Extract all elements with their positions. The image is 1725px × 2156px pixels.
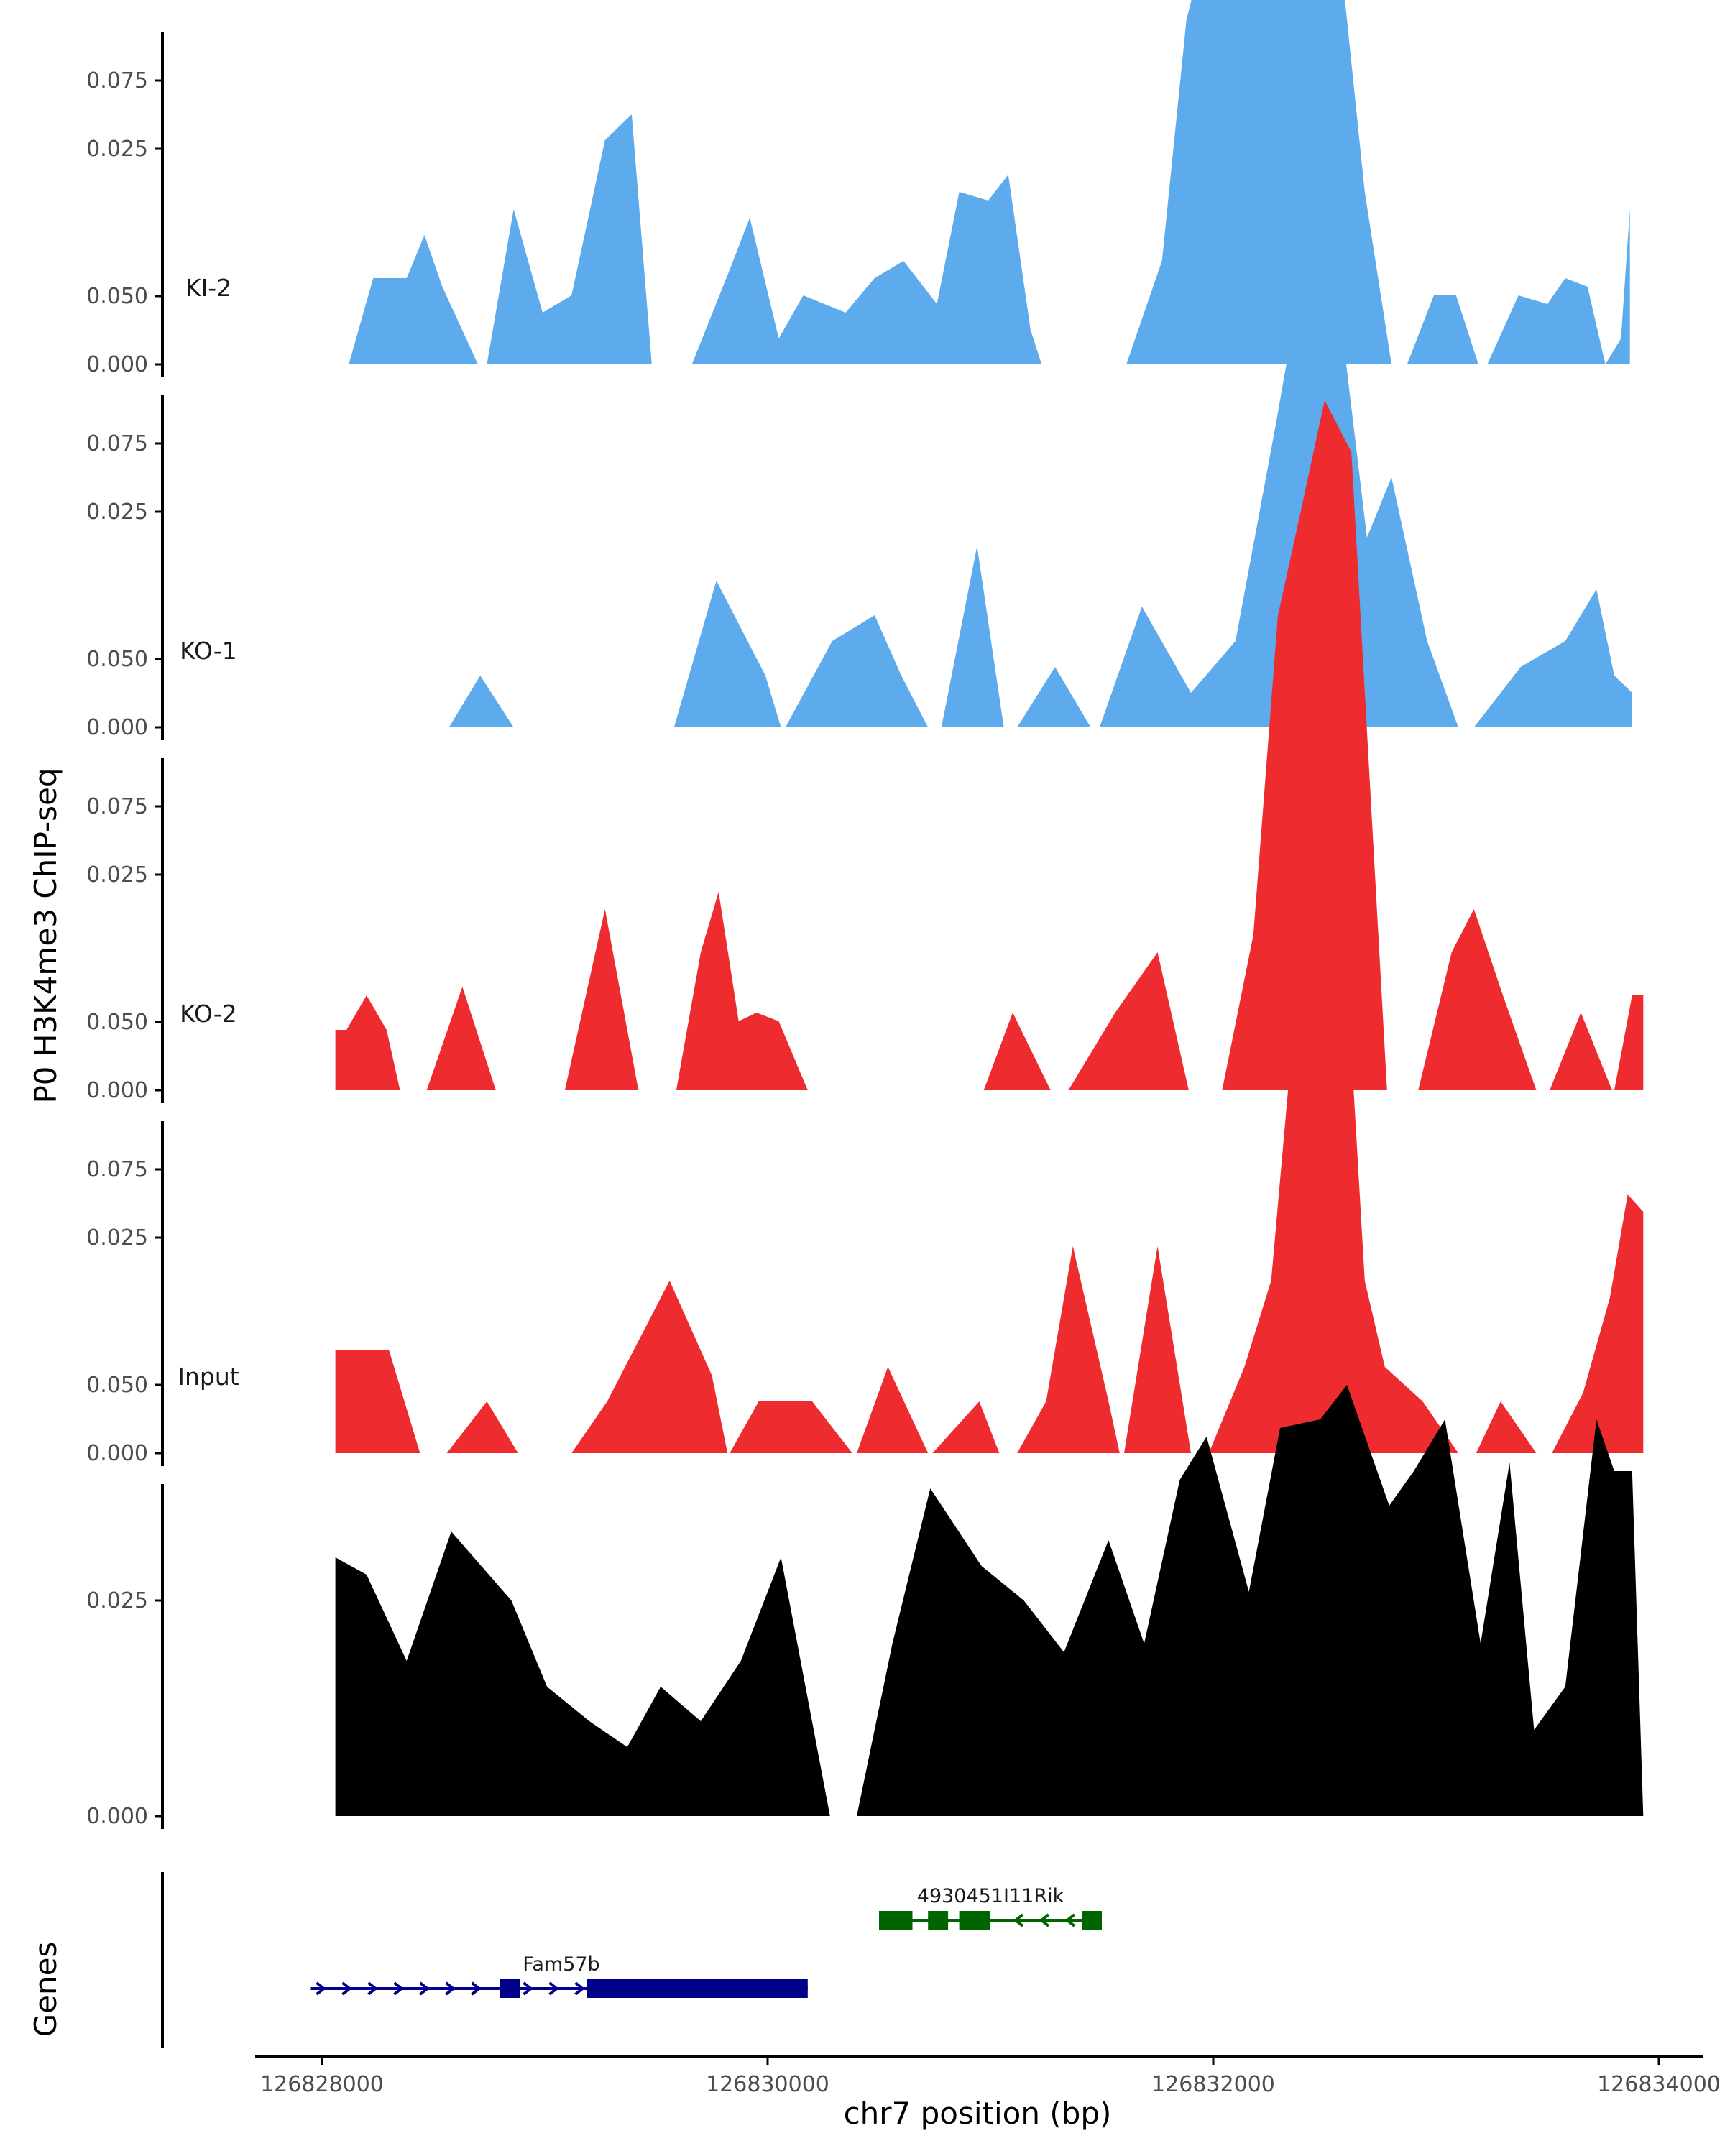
signal-area bbox=[1614, 995, 1644, 1090]
signal-area bbox=[673, 581, 781, 727]
strand-arrow-icon bbox=[523, 1981, 533, 1996]
strand-arrow-icon bbox=[574, 1981, 585, 1996]
y-tick-label: 0.025 bbox=[86, 862, 148, 888]
track-panel-ko-1: 0.000 0.025 0.050 0.075 KO-1 bbox=[86, 400, 1644, 1103]
strand-arrow-icon bbox=[1064, 1913, 1076, 1927]
signal-area bbox=[1407, 295, 1478, 364]
track-panel-ki-2: 0.000 0.025 0.050 0.075 KI-2 bbox=[86, 68, 1632, 740]
strand-arrow-icon bbox=[1039, 1913, 1050, 1927]
gene-4930451i11rik: 4930451I11Rik bbox=[879, 1885, 1102, 1930]
strand-arrow-icon bbox=[367, 1981, 378, 1996]
signal-area bbox=[1126, 0, 1392, 364]
signal-area bbox=[1099, 210, 1458, 727]
y-tick-label: 0.050 bbox=[86, 284, 148, 309]
signal-area bbox=[571, 1281, 728, 1453]
signal-area bbox=[1473, 589, 1632, 727]
signal-area bbox=[335, 995, 400, 1090]
signal-area bbox=[448, 676, 514, 727]
y-tick-label: 0.000 bbox=[86, 352, 148, 377]
y-tick-label: 0.050 bbox=[86, 1373, 148, 1398]
x-axis-title: chr7 position (bp) bbox=[844, 2096, 1112, 2131]
y-tick-label: 0.025 bbox=[86, 499, 148, 525]
signal-area bbox=[335, 1350, 420, 1453]
y-tick-label: 0.075 bbox=[86, 1157, 148, 1182]
signal-area bbox=[730, 1401, 852, 1453]
gene-exon bbox=[928, 1911, 949, 1930]
strand-arrow-icon bbox=[393, 1981, 404, 1996]
strand-arrow-icon bbox=[548, 1981, 559, 1996]
signal-area bbox=[1476, 1401, 1537, 1453]
signal-area bbox=[941, 546, 1004, 727]
signal-area bbox=[335, 1531, 830, 1816]
signal-area bbox=[691, 175, 1042, 364]
strand-arrow-icon bbox=[341, 1981, 352, 1996]
track-label: KI-2 bbox=[185, 274, 231, 302]
strand-arrow-icon bbox=[316, 1981, 326, 1996]
y-tick-label: 0.000 bbox=[86, 1441, 148, 1466]
genes-layer: 4930451I11Rik Fam57b bbox=[161, 1872, 1102, 2048]
signal-area bbox=[1017, 667, 1091, 727]
x-axis: 126828000 126830000 126832000 126834000 bbox=[255, 2055, 1721, 2097]
signal-area bbox=[349, 235, 478, 364]
gene-exon bbox=[1082, 1911, 1102, 1930]
signal-area bbox=[857, 1367, 929, 1453]
strand-arrow-icon bbox=[1013, 1913, 1024, 1927]
signal-area bbox=[932, 1401, 1000, 1453]
strand-arrow-icon bbox=[445, 1981, 456, 1996]
y-tick-label: 0.075 bbox=[86, 431, 148, 456]
signal-area bbox=[1552, 1194, 1644, 1453]
x-tick-label: 126834000 bbox=[1597, 2072, 1721, 2097]
strand-arrow-icon bbox=[471, 1981, 482, 1996]
signal-area bbox=[1550, 1013, 1612, 1090]
signal-area bbox=[1418, 909, 1537, 1090]
gene-exon bbox=[500, 1979, 520, 1998]
gene-exon bbox=[959, 1911, 990, 1930]
x-tick-label: 126830000 bbox=[706, 2072, 829, 2097]
y-axis-title: P0 H3K4me3 ChIP-seq bbox=[28, 768, 63, 1103]
gene-exon bbox=[879, 1911, 913, 1930]
signal-area bbox=[446, 1401, 518, 1453]
signal-area bbox=[1208, 720, 1458, 1453]
y-tick-label: 0.050 bbox=[86, 1010, 148, 1035]
signal-area bbox=[1017, 1246, 1120, 1453]
y-tick-label: 0.025 bbox=[86, 1225, 148, 1250]
y-tick-label: 0.025 bbox=[86, 137, 148, 162]
signal-area bbox=[676, 892, 808, 1090]
signal-area bbox=[1222, 400, 1387, 1090]
y-tick-label: 0.000 bbox=[86, 715, 148, 740]
y-tick-label: 0.050 bbox=[86, 647, 148, 672]
signal-area bbox=[564, 909, 639, 1090]
track-label: KO-2 bbox=[180, 1000, 237, 1028]
y-tick-label: 0.025 bbox=[86, 1588, 148, 1613]
tracks-layer: 0.0000.0250.0500.075KI-10.0000.0250.0500… bbox=[86, 0, 1644, 1829]
signal-area bbox=[1068, 952, 1189, 1090]
x-tick-label: 126828000 bbox=[260, 2072, 384, 2097]
signal-area bbox=[857, 1385, 1644, 1816]
gene-fam57b: Fam57b bbox=[310, 1953, 808, 1998]
track-label: KO-1 bbox=[180, 637, 237, 665]
signal-area bbox=[1124, 1246, 1191, 1453]
gene-label: Fam57b bbox=[523, 1953, 599, 1976]
genes-axis-title: Genes bbox=[28, 1942, 63, 2037]
signal-area bbox=[785, 615, 929, 727]
track-panel-input: 0.000 0.025 0.050 0.075 Input bbox=[86, 1157, 1644, 1829]
y-tick-label: 0.000 bbox=[86, 1804, 148, 1829]
x-tick-label: 126832000 bbox=[1151, 2072, 1275, 2097]
y-tick-label: 0.000 bbox=[86, 1078, 148, 1103]
signal-area bbox=[426, 987, 496, 1090]
signal-area bbox=[487, 114, 652, 364]
strand-arrow-icon bbox=[419, 1981, 430, 1996]
signal-area bbox=[1487, 209, 1630, 364]
track-panel-ko-2: 0.000 0.025 0.050 0.075 KO-2 bbox=[86, 720, 1644, 1466]
signal-area bbox=[983, 1013, 1051, 1090]
y-tick-label: 0.075 bbox=[86, 794, 148, 819]
gene-exon bbox=[586, 1979, 808, 1998]
gene-label: 4930451I11Rik bbox=[917, 1885, 1064, 1907]
y-tick-label: 0.075 bbox=[86, 68, 148, 93]
track-label: Input bbox=[178, 1363, 239, 1391]
